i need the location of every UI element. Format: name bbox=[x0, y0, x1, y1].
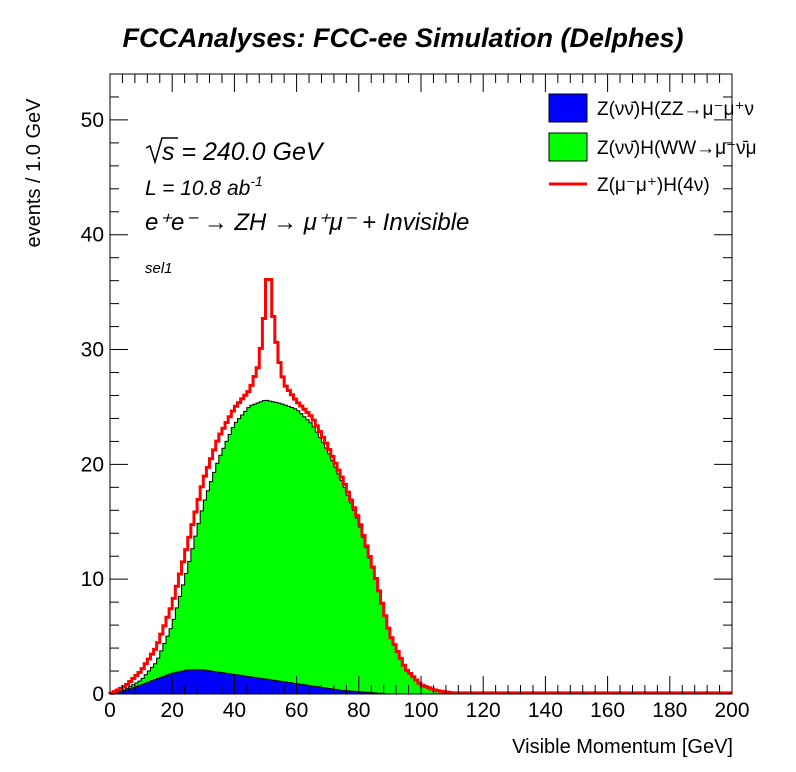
legend-label-2: Z(μ⁻μ⁺)H(4ν) bbox=[597, 175, 710, 196]
legend-label-1: Z(νν̄)H(WW→μ⁻ν̄μ bbox=[597, 138, 757, 159]
chart-title: FCCAnalyses: FCC-ee Simulation (Delphes) bbox=[122, 23, 683, 53]
x-tick-label: 20 bbox=[161, 699, 184, 722]
x-tick-label: 140 bbox=[528, 699, 563, 722]
x-tick-label: 60 bbox=[285, 699, 308, 722]
series-mumu-line bbox=[108, 278, 732, 695]
x-axis-label: Visible Momentum [GeV] bbox=[512, 736, 733, 758]
legend-label-0: Z(νν̄)H(ZZ→μ⁻μ⁺ν bbox=[597, 99, 754, 120]
y-axis-label: events / 1.0 GeV bbox=[23, 98, 45, 248]
x-tick-label: 180 bbox=[652, 699, 687, 722]
annotations: s = 240.0 GeV L = 10.8 ab-1 e⁺e⁻ → ZH → … bbox=[145, 137, 469, 277]
legend-swatch-1 bbox=[548, 132, 588, 162]
x-tick-label: 40 bbox=[223, 699, 246, 722]
y-tick-label: 40 bbox=[81, 224, 104, 247]
y-tick-label: 0 bbox=[92, 683, 104, 706]
series-ww-fill bbox=[109, 399, 733, 695]
lumi-text: L = 10.8 ab bbox=[145, 177, 251, 200]
y-tick-label: 50 bbox=[81, 109, 104, 132]
sqrt-symbol-icon bbox=[145, 137, 178, 165]
x-tick-label: 80 bbox=[347, 699, 370, 722]
x-tick-label: 100 bbox=[403, 699, 438, 722]
lumi-exponent: -1 bbox=[250, 173, 262, 189]
lumi-annotation: L = 10.8 ab-1 bbox=[145, 173, 263, 200]
plot-frame bbox=[109, 73, 733, 695]
selection-annotation: sel1 bbox=[145, 260, 173, 277]
x-tick-label: 160 bbox=[590, 699, 625, 722]
x-tick-label: 120 bbox=[466, 699, 501, 722]
legend-swatch-0 bbox=[548, 93, 588, 123]
sqrt-s-annotation: s = 240.0 GeV bbox=[145, 137, 325, 166]
sqrt-s-text: s = 240.0 GeV bbox=[162, 138, 325, 166]
legend: Z(νν̄)H(ZZ→μ⁻μ⁺ν Z(νν̄)H(WW→μ⁻ν̄μ Z(μ⁻μ⁺)H… bbox=[548, 93, 757, 196]
y-tick-label: 10 bbox=[81, 568, 104, 591]
x-tick-label: 0 bbox=[104, 699, 116, 722]
y-tick-label: 30 bbox=[81, 339, 104, 362]
x-tick-label: 200 bbox=[714, 699, 749, 722]
process-annotation: e⁺e⁻ → ZH → μ⁺μ⁻ + Invisible bbox=[145, 209, 469, 236]
y-tick-label: 20 bbox=[81, 453, 104, 476]
